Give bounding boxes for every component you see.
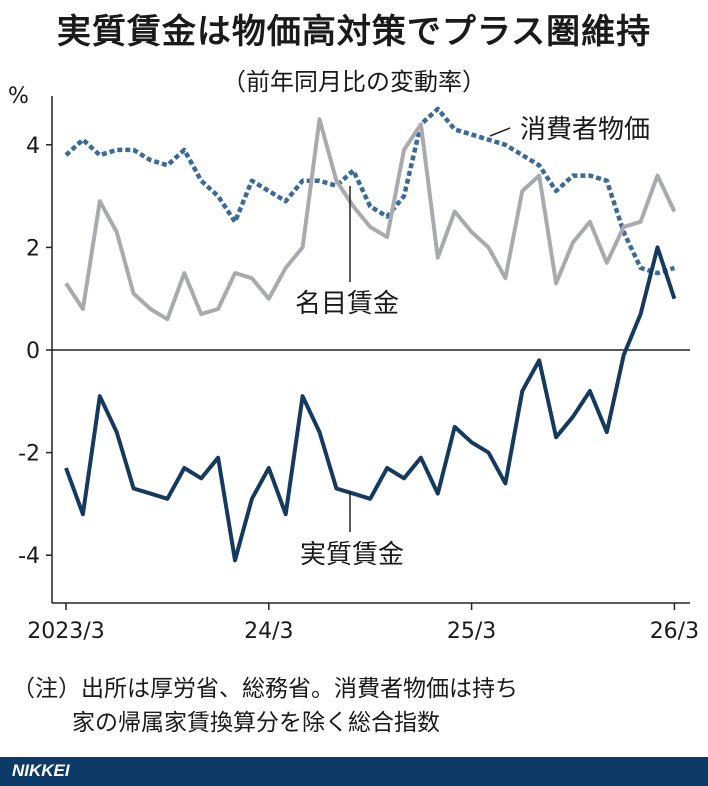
series-line-real-wage xyxy=(64,245,677,563)
x-tick-label: 26/3 xyxy=(650,619,699,644)
note-line-2: 家の帰属家賃換算分を除く総合指数 xyxy=(72,710,440,736)
footer-bar: NIKKEI xyxy=(0,757,708,786)
y-tick-label: 2 xyxy=(26,236,40,261)
nikkei-logo: NIKKEI xyxy=(12,761,70,780)
chart-title: 実質賃金は物価高対策でプラス圏維持 xyxy=(56,12,652,52)
y-tick-label: -2 xyxy=(18,442,40,467)
series-label-nominal-wage: 名目賃金 xyxy=(295,289,399,319)
note-line-1: （注）出所は厚労省、総務省。消費者物価は持ち xyxy=(12,676,518,702)
series-leader-cpi xyxy=(489,127,511,137)
y-tick-label: -4 xyxy=(18,544,40,569)
x-tick-label: 25/3 xyxy=(447,619,496,644)
x-tick-label: 2023/3 xyxy=(27,619,104,644)
y-tick-label: 4 xyxy=(26,134,40,159)
chart-note: （注）出所は厚労省、総務省。消費者物価は持ち 家の帰属家賃換算分を除く総合指数 xyxy=(12,672,518,740)
series-label-real-wage: 実質賃金 xyxy=(300,540,404,570)
series-label-cpi: 消費者物価 xyxy=(520,115,650,145)
y-tick-label: 0 xyxy=(26,339,40,364)
series-line-nominal-wage xyxy=(64,117,677,322)
chart-subtitle: （前年同月比の変動率） xyxy=(222,68,486,96)
series-line-cpi xyxy=(64,106,676,276)
x-tick-label: 24/3 xyxy=(244,619,293,644)
y-unit-label: % xyxy=(8,84,29,109)
